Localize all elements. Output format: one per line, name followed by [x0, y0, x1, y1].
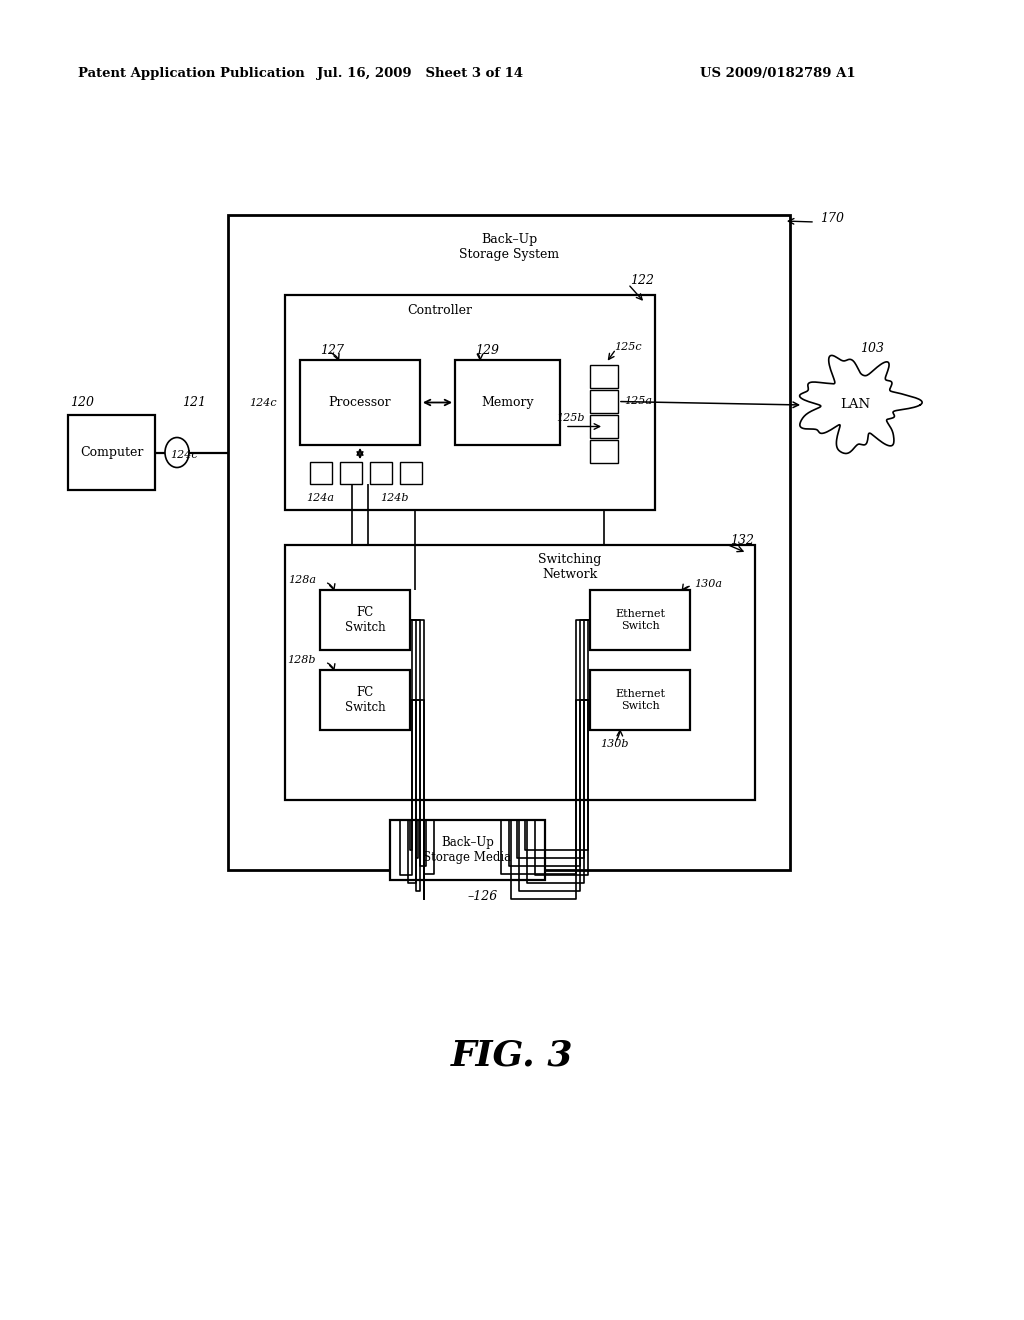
Text: US 2009/0182789 A1: US 2009/0182789 A1 [700, 66, 856, 79]
Text: 120: 120 [70, 396, 94, 409]
Text: 130b: 130b [600, 739, 629, 748]
Bar [310, 462, 332, 484]
Text: Ethernet
Switch: Ethernet Switch [615, 610, 665, 631]
Bar [319, 671, 410, 730]
Bar [590, 440, 618, 463]
Text: 132: 132 [730, 533, 754, 546]
Text: 130a: 130a [694, 579, 722, 589]
Text: Back–Up
Storage Media: Back–Up Storage Media [424, 836, 512, 865]
Text: 128b: 128b [288, 655, 316, 665]
Text: Ethernet
Switch: Ethernet Switch [615, 689, 665, 710]
Bar [340, 462, 362, 484]
Text: 125a: 125a [624, 396, 652, 407]
Text: Back–Up
Storage System: Back–Up Storage System [459, 234, 559, 261]
Text: 125b: 125b [556, 413, 585, 422]
Text: Memory: Memory [481, 396, 534, 409]
Bar [285, 545, 755, 800]
Text: Computer: Computer [80, 446, 143, 459]
Text: 170: 170 [820, 211, 844, 224]
Text: Controller: Controller [408, 305, 472, 318]
Text: LAN: LAN [840, 399, 870, 412]
Bar [228, 215, 790, 870]
Text: FC
Switch: FC Switch [345, 686, 385, 714]
Text: 124c: 124c [250, 397, 278, 408]
Text: Processor: Processor [329, 396, 391, 409]
Ellipse shape [165, 437, 189, 467]
Bar [590, 389, 618, 413]
Bar [590, 671, 690, 730]
Text: Switching
Network: Switching Network [539, 553, 602, 581]
Text: –126: –126 [467, 890, 498, 903]
Text: 124c: 124c [170, 450, 198, 459]
Bar [319, 590, 410, 649]
Text: 121: 121 [182, 396, 206, 409]
Bar [400, 462, 422, 484]
Bar [68, 414, 155, 490]
Text: Patent Application Publication: Patent Application Publication [78, 66, 305, 79]
Text: 127: 127 [319, 343, 344, 356]
Bar [390, 820, 545, 880]
Bar [370, 462, 392, 484]
Text: 129: 129 [475, 343, 499, 356]
Bar [590, 590, 690, 649]
Polygon shape [800, 355, 923, 454]
Text: 124a: 124a [306, 492, 334, 503]
Text: 128a: 128a [288, 576, 316, 585]
Bar [590, 366, 618, 388]
Text: Jul. 16, 2009   Sheet 3 of 14: Jul. 16, 2009 Sheet 3 of 14 [317, 66, 523, 79]
Bar [300, 360, 420, 445]
Text: 103: 103 [860, 342, 884, 355]
Bar [285, 294, 655, 510]
Text: 125c: 125c [614, 342, 642, 352]
Text: FIG. 3: FIG. 3 [451, 1038, 573, 1072]
Text: 124b: 124b [380, 492, 409, 503]
Text: 122: 122 [630, 273, 654, 286]
Bar [590, 414, 618, 438]
Bar [455, 360, 560, 445]
Text: FC
Switch: FC Switch [345, 606, 385, 634]
